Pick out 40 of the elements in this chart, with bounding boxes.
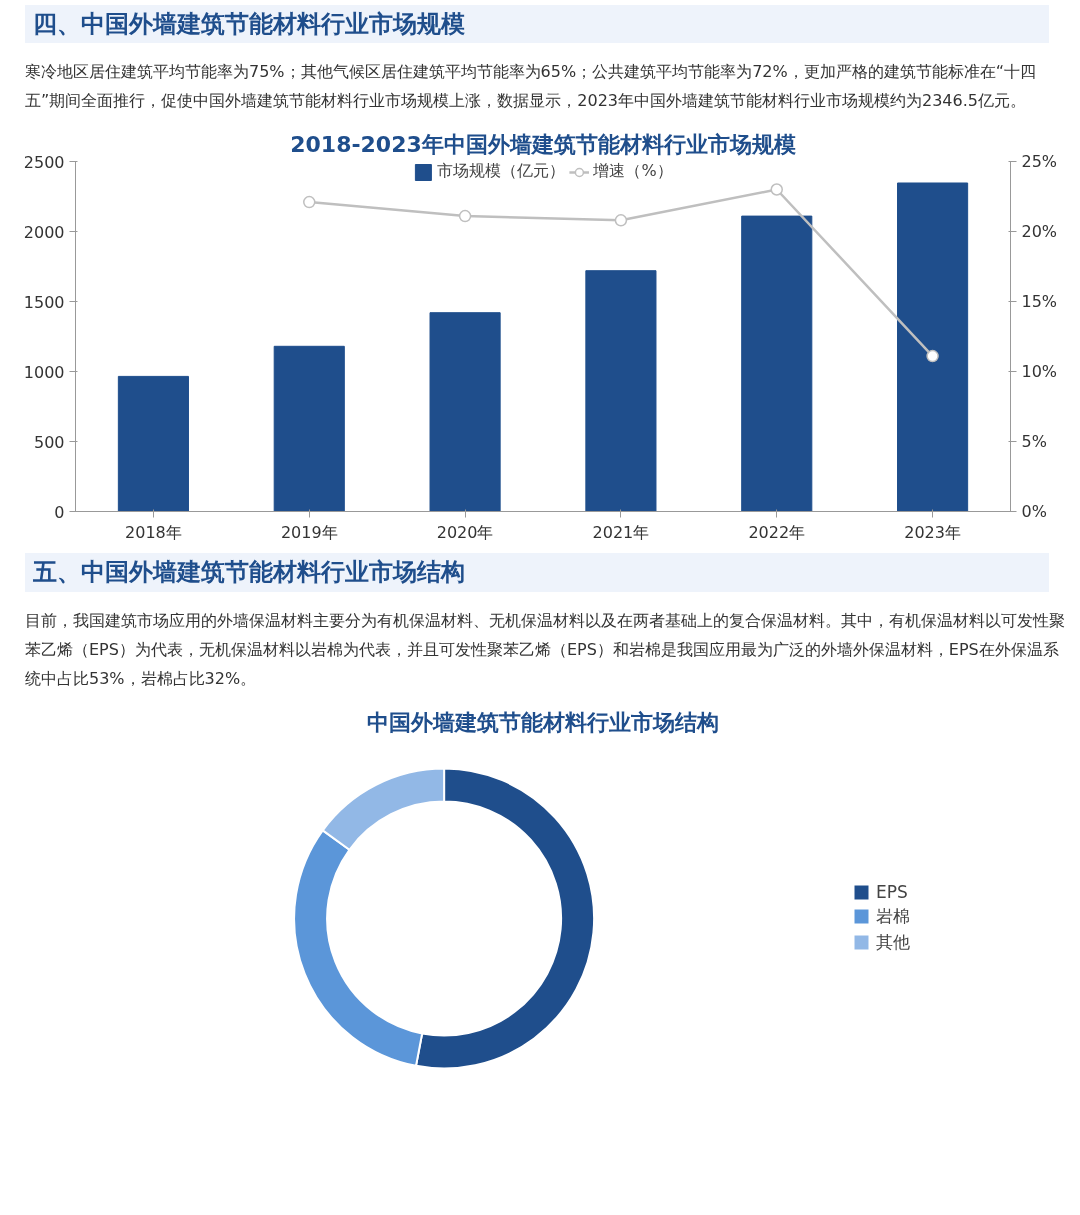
point (770, 183, 783, 197)
y2-tick-label: 20% (1021, 222, 1058, 242)
bar (897, 182, 969, 512)
chart-title: 2018-2023年中国外墙建筑节能材料行业市场规模 (290, 131, 796, 157)
y-tick-label: 2500 (23, 152, 65, 172)
y-tick-label: 2000 (23, 222, 65, 242)
x-tick-label: 2018年 (125, 522, 182, 542)
bar (273, 346, 345, 512)
point (614, 214, 628, 227)
y-tick-label: 1500 (23, 292, 65, 312)
legend-label: 其他 (876, 930, 910, 954)
bar (429, 312, 501, 512)
y-tick-label: 1000 (23, 362, 65, 382)
text: 五、中国外墙建筑节能材料行业市场结构 (33, 557, 465, 589)
x-tick-label: 2019年 (280, 522, 338, 542)
text: 四、中国外墙建筑节能材料行业市场规模 (33, 9, 465, 40)
x-tick-label: 2022年 (748, 522, 806, 542)
point (458, 210, 472, 223)
y2-tick-label: 0% (1021, 502, 1047, 522)
point (926, 350, 939, 363)
legend-label: EPS (876, 881, 908, 902)
point (303, 196, 316, 209)
text: 寒冷地区居住建筑平均节能率为75%；其他气候区居住建筑平均节能率为65%；公共建筑平均节能率为72%，更加严格的建筑节能标准在“十四五”期间全面推行，促使中国外墙建筑节能材料行业市场规模上涨，数据显示，2023年中国外墙建筑节能材料行业市场规模约为2346.5亿元。 (25, 61, 1037, 113)
legend-label: 增速（%） (593, 161, 673, 183)
y2-tick-label: 10% (1021, 362, 1058, 382)
y-tick-label: 0 (54, 502, 65, 522)
x-tick-label: 2020年 (436, 522, 494, 542)
bar (117, 376, 189, 512)
chart-title: 中国外墙建筑节能材料行业市场结构 (367, 709, 719, 735)
y2-tick-label: 25% (1021, 152, 1058, 172)
y2-tick-label: 5% (1021, 432, 1047, 452)
y2-tick-label: 15% (1021, 292, 1058, 312)
y-tick-label: 500 (33, 432, 65, 452)
legend-label: 市场规模（亿元） (437, 161, 566, 183)
bar (741, 215, 813, 512)
legend-label: 岩棉 (876, 904, 910, 928)
text: 目前，我国建筑市场应用的外墙保温材料主要分为有机保温材料、无机保温材料以及在两者基础上的复合保温材料。其中，有机保温材料以可发性聚苯乙烯（EPS）为代表，无机保温材料以岩棉为代表，并且可发性聚苯乙烯（EPS）和岩棉是我国应用最为广泛的外墙外保温材料，EPS在外保温系统中占比53%，岩棉占比32%。 (25, 609, 1065, 690)
x-tick-label: 2023年 (904, 522, 961, 542)
bar (585, 270, 657, 512)
x-tick-label: 2021年 (592, 522, 650, 542)
